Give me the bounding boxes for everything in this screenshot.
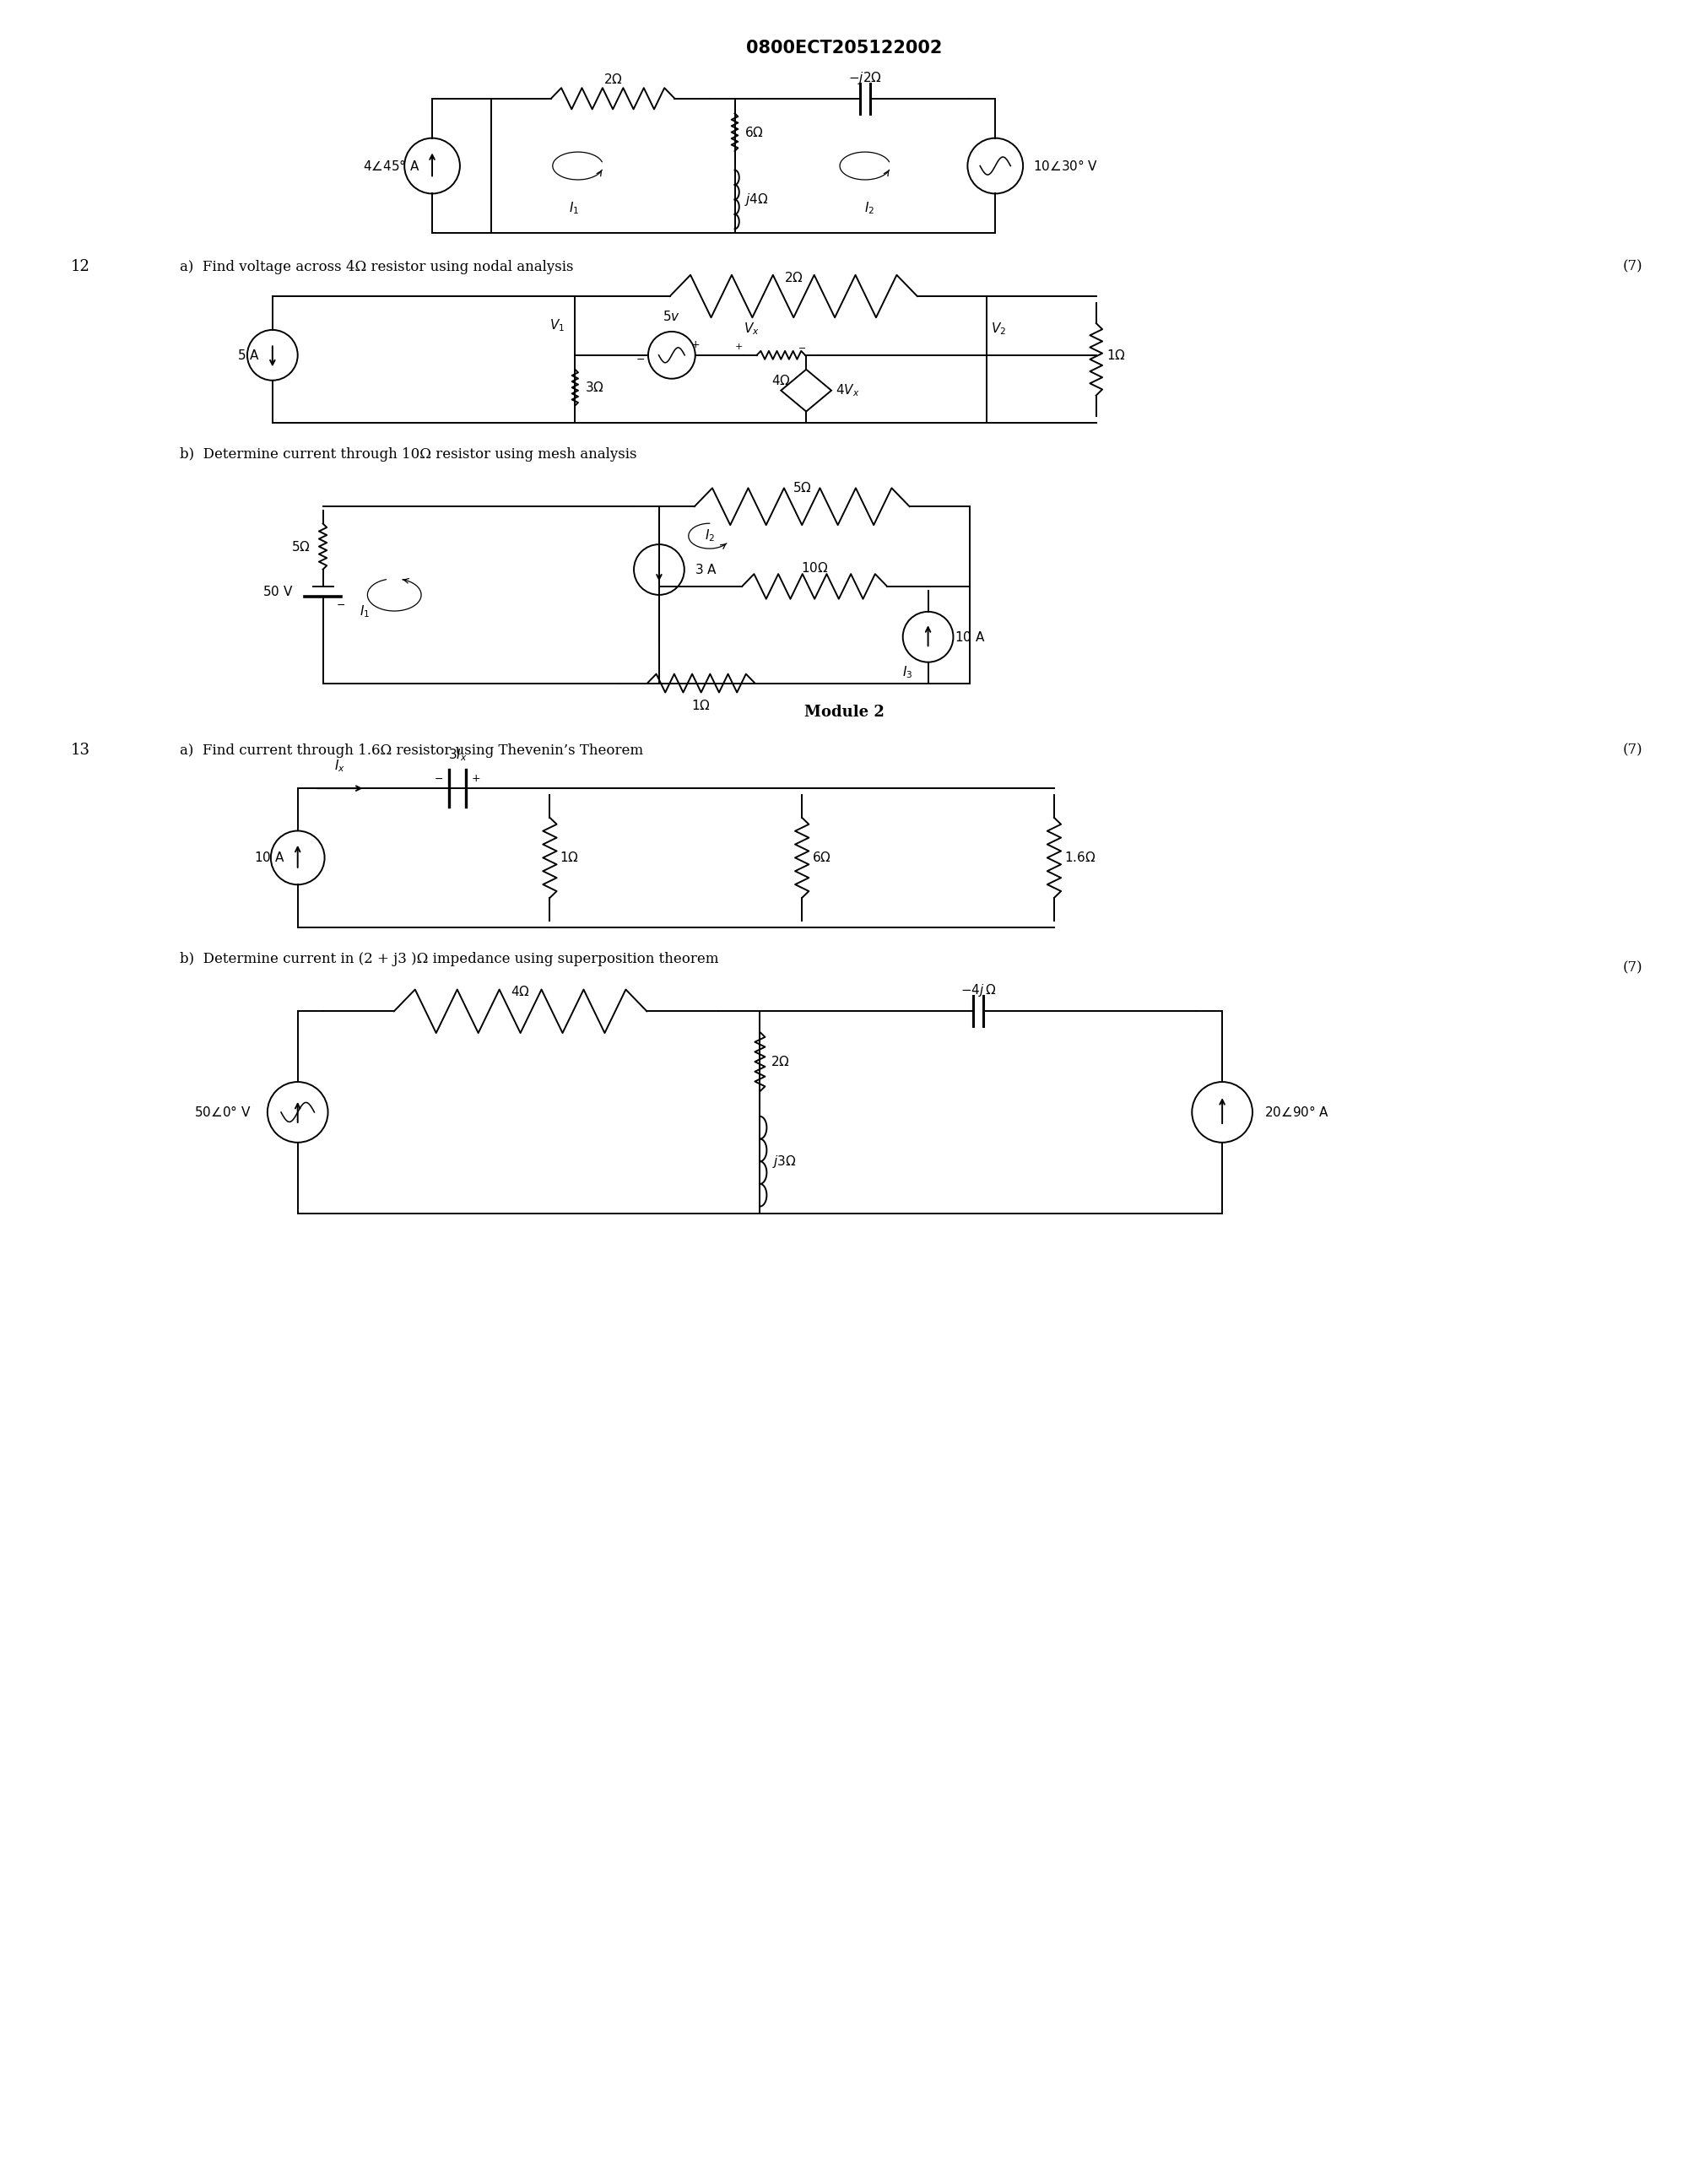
Text: $10\Omega$: $10\Omega$	[800, 561, 829, 574]
Text: $V_x$: $V_x$	[744, 321, 760, 336]
Text: $6\Omega$: $6\Omega$	[812, 852, 830, 865]
Text: (7): (7)	[1622, 961, 1642, 974]
Text: Module 2: Module 2	[803, 705, 885, 721]
Text: $-$: $-$	[635, 354, 645, 365]
Text: $2\Omega$: $2\Omega$	[783, 271, 803, 284]
Text: a)  Find voltage across 4Ω resistor using nodal analysis: a) Find voltage across 4Ω resistor using…	[181, 260, 574, 273]
Text: $1\Omega$: $1\Omega$	[692, 699, 711, 712]
Text: b)  Determine current in (2 + j3 )Ω impedance using superposition theorem: b) Determine current in (2 + j3 )Ω imped…	[181, 952, 719, 965]
Text: 13: 13	[71, 743, 89, 758]
Text: $20\angle90°$ A: $20\angle90°$ A	[1264, 1105, 1330, 1120]
Text: 12: 12	[71, 260, 89, 275]
Text: $I_3$: $I_3$	[901, 664, 912, 679]
Text: $50\angle0°$ V: $50\angle0°$ V	[194, 1105, 252, 1120]
Text: $10$ A: $10$ A	[255, 852, 285, 865]
Text: $3\Omega$: $3\Omega$	[586, 380, 604, 395]
Text: $4\angle45°$ A: $4\angle45°$ A	[363, 159, 420, 173]
Text: $j4\Omega$: $j4\Omega$	[744, 192, 770, 207]
Text: $1\Omega$: $1\Omega$	[1106, 349, 1126, 363]
Text: $-$: $-$	[336, 598, 344, 612]
Text: $+$: $+$	[690, 339, 701, 349]
Text: $-$: $-$	[798, 343, 807, 352]
Text: $5\Omega$: $5\Omega$	[290, 539, 311, 553]
Text: $2\Omega$: $2\Omega$	[603, 72, 623, 85]
Text: $-4j\,\Omega$: $-4j\,\Omega$	[960, 983, 996, 998]
Text: $-$: $-$	[434, 773, 444, 784]
Text: $4V_x$: $4V_x$	[836, 382, 859, 397]
Text: $10\angle30°$ V: $10\angle30°$ V	[1033, 159, 1099, 173]
Text: $6\Omega$: $6\Omega$	[744, 124, 765, 140]
Text: $2\Omega$: $2\Omega$	[771, 1055, 790, 1068]
Text: $4\Omega$: $4\Omega$	[771, 373, 790, 387]
Text: $4\Omega$: $4\Omega$	[511, 985, 530, 998]
Text: $5v$: $5v$	[663, 310, 680, 323]
Text: $I_1$: $I_1$	[360, 603, 370, 620]
Text: $-j2\Omega$: $-j2\Omega$	[847, 70, 881, 85]
Text: $5\Omega$: $5\Omega$	[792, 480, 812, 496]
Text: $V_2$: $V_2$	[991, 321, 1006, 336]
Text: b)  Determine current through 10Ω resistor using mesh analysis: b) Determine current through 10Ω resisto…	[181, 448, 636, 461]
Text: $3I_x$: $3I_x$	[447, 747, 468, 762]
Text: $V_1$: $V_1$	[550, 319, 565, 334]
Text: $+$: $+$	[471, 773, 481, 784]
Text: $3$ A: $3$ A	[694, 563, 717, 577]
Text: $I_2$: $I_2$	[704, 529, 714, 544]
Text: $I_1$: $I_1$	[569, 201, 579, 216]
Text: $1\Omega$: $1\Omega$	[560, 852, 579, 865]
Text: $5$ A: $5$ A	[238, 349, 260, 363]
Text: a)  Find current through 1.6Ω resistor using Thevenin’s Theorem: a) Find current through 1.6Ω resistor us…	[181, 743, 643, 758]
Text: $I_x$: $I_x$	[334, 758, 344, 773]
Text: (7): (7)	[1622, 260, 1642, 273]
Text: (7): (7)	[1622, 743, 1642, 758]
Text: $10$ A: $10$ A	[955, 631, 986, 644]
Text: $50$ V: $50$ V	[263, 585, 294, 598]
Text: $1.6\Omega$: $1.6\Omega$	[1063, 852, 1096, 865]
Text: $+$: $+$	[734, 343, 743, 352]
Text: 0800ECT205122002: 0800ECT205122002	[746, 39, 942, 57]
Text: $j3\Omega$: $j3\Omega$	[773, 1153, 797, 1168]
Text: $I_2$: $I_2$	[864, 201, 874, 216]
